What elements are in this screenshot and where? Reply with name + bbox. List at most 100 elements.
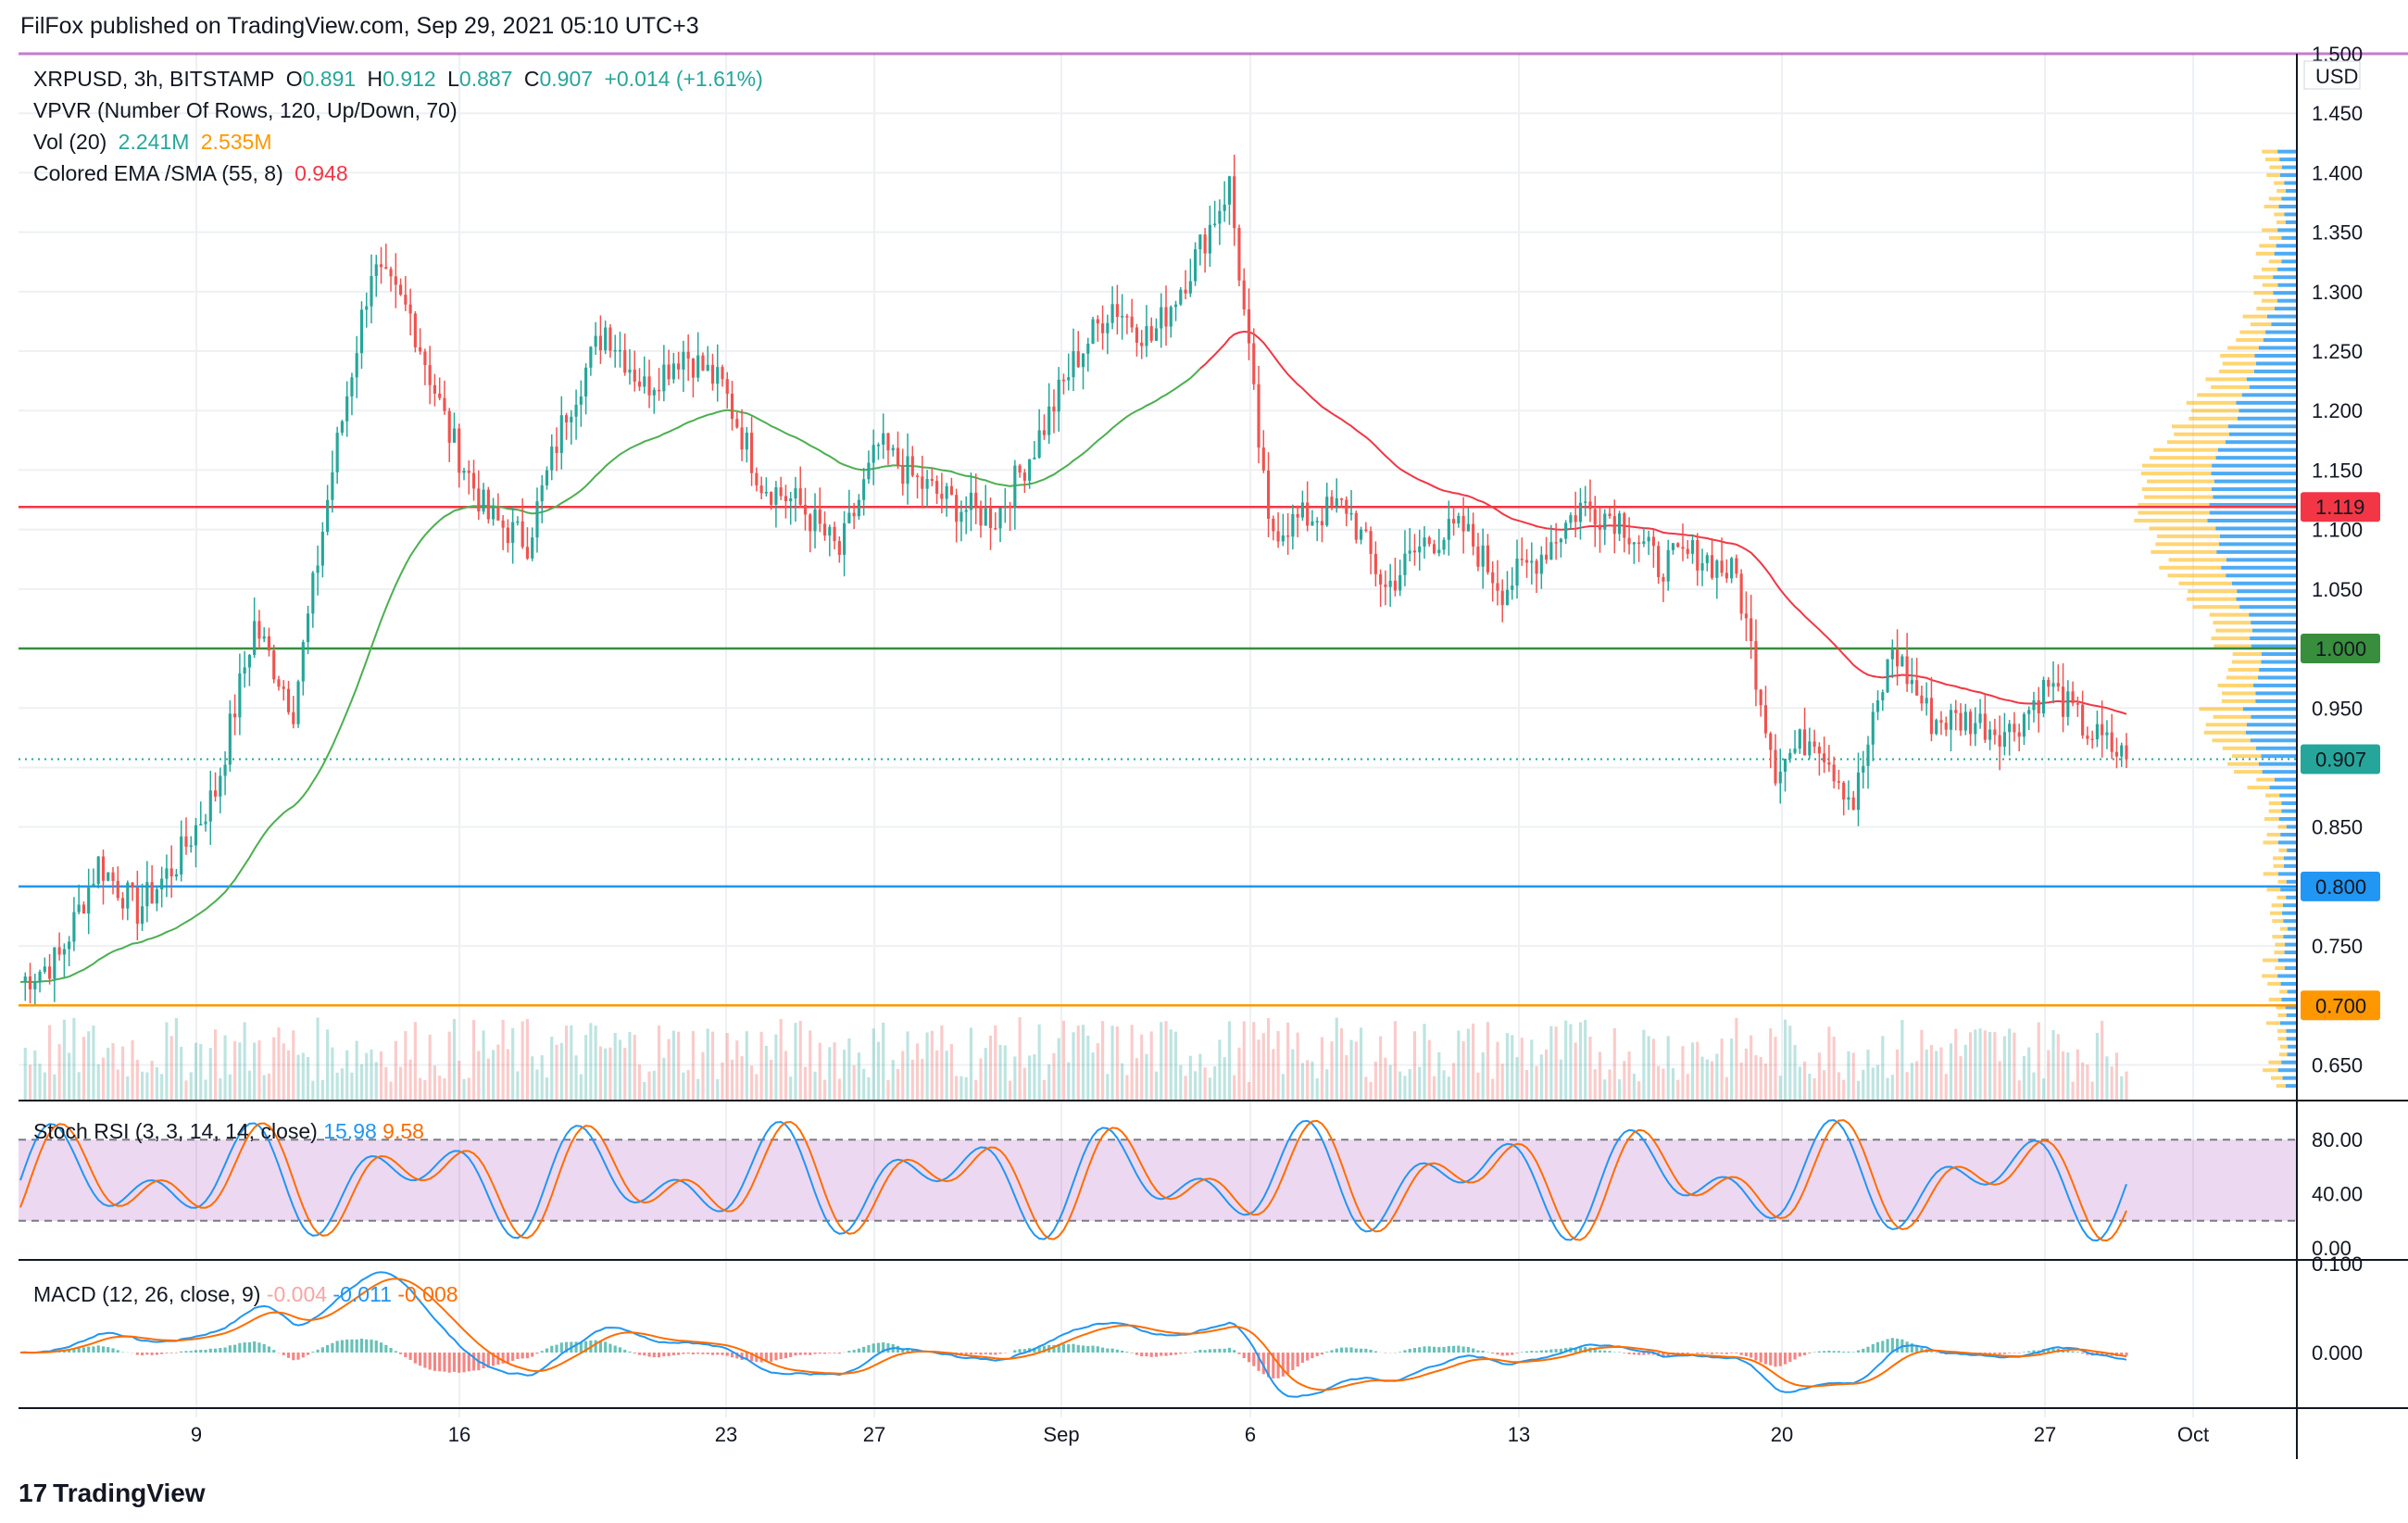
macd-hist-bar	[1803, 1353, 1807, 1355]
volume-bar	[843, 1050, 847, 1101]
volume-bar	[1130, 1025, 1134, 1101]
candle-body	[1110, 304, 1114, 323]
macd-hist-bar	[1281, 1353, 1285, 1377]
volume-bar	[1578, 1022, 1583, 1101]
macd-hist-bar	[584, 1340, 588, 1353]
macd-hist-bar	[994, 1353, 997, 1355]
macd-hist-bar	[135, 1353, 139, 1355]
candle-body	[1515, 559, 1519, 586]
vpvr-up-bar	[2259, 667, 2297, 672]
macd-hist-bar	[2032, 1350, 2036, 1353]
macd-hist-bar	[1539, 1350, 1543, 1353]
volume-bar	[643, 1081, 646, 1101]
volume-bar	[359, 1064, 364, 1101]
candle-body	[199, 824, 203, 826]
candle-body	[570, 416, 573, 422]
volume-bar	[1769, 1028, 1773, 1101]
candle-body	[471, 472, 476, 489]
macd-hist-bar	[1325, 1352, 1329, 1353]
macd-hist-bar	[194, 1350, 198, 1353]
volume-bar	[1233, 1075, 1236, 1101]
candle-body	[389, 269, 393, 277]
vpvr-down-bar	[2231, 660, 2262, 664]
volume-bar	[910, 1059, 914, 1101]
volume-bar	[949, 1043, 953, 1101]
volume-bar	[1998, 1061, 2001, 1101]
volume-bar	[150, 1061, 154, 1101]
vpvr-up-bar	[2255, 691, 2297, 696]
vpvr-up-bar	[2255, 699, 2297, 703]
macd-hist-bar	[759, 1353, 763, 1363]
legend-macd[interactable]: MACD (12, 26, close, 9) -0.004 -0.011 -0…	[33, 1282, 458, 1307]
candle-body	[1403, 553, 1407, 575]
candle-body	[1539, 554, 1543, 574]
price-axis[interactable]: 1.500USD1.4501.4001.3501.3001.2501.2001.…	[2301, 43, 2380, 1076]
candle-body	[1651, 536, 1655, 547]
ema-line-green	[19, 368, 1201, 983]
legend-ema[interactable]: Colored EMA /SMA (55, 8) 0.948	[33, 161, 354, 186]
time-axis[interactable]: 9 16 23 27 Sep 6 13 20 27 Oct	[191, 1423, 2209, 1446]
macd-hist-bar	[282, 1353, 285, 1355]
legend-symbol[interactable]: XRPUSD, 3h, BITSTAMP	[33, 67, 275, 91]
volume-bar	[1033, 1054, 1036, 1101]
candle-body	[886, 433, 890, 451]
macd-hist-bar	[1247, 1353, 1251, 1363]
vpvr-down-bar	[2278, 1052, 2288, 1057]
candle-body	[1412, 550, 1417, 553]
volume-bar	[1788, 1026, 1792, 1101]
macd-hist-bar	[1110, 1348, 1114, 1353]
macd-hist-bar	[180, 1351, 183, 1353]
candle-body	[2071, 691, 2075, 704]
candle-body	[160, 878, 164, 889]
candle-body	[277, 679, 281, 687]
candle-body	[1125, 316, 1129, 318]
volume-bar	[62, 1019, 66, 1101]
macd-hist-bar	[458, 1353, 461, 1373]
macd-hist-bar	[413, 1353, 417, 1364]
vpvr-up-bar	[2282, 1076, 2297, 1080]
tradingview-footer[interactable]: 17 TradingView	[19, 1479, 206, 1508]
vpvr-up-bar	[2261, 660, 2297, 664]
candle-body	[779, 487, 783, 497]
macd-hist-bar	[525, 1353, 530, 1359]
volume-bar	[96, 1064, 100, 1101]
candle-body	[107, 872, 110, 881]
volume-bar	[1252, 1022, 1256, 1101]
volume-bar	[428, 1034, 432, 1101]
legend-vpvr[interactable]: VPVR (Number Of Rows, 120, Up/Down, 70)	[33, 98, 463, 123]
vpvr-down-bar	[2272, 919, 2284, 924]
volume-bar	[1237, 1047, 1241, 1101]
volume-bar	[355, 1040, 358, 1101]
vpvr-down-bar	[2167, 573, 2226, 578]
volume-bar	[1345, 1055, 1348, 1101]
candle-body	[443, 397, 446, 411]
volume-bar	[915, 1043, 920, 1101]
vpvr-down-bar	[2149, 526, 2216, 531]
candle-body	[384, 267, 388, 270]
volume-bar	[1939, 1047, 1943, 1101]
vpvr-up-bar	[2211, 487, 2297, 492]
volume-bar	[535, 1069, 539, 1101]
candle-body	[1925, 698, 1928, 704]
candle-body	[1149, 326, 1153, 341]
candle-body	[969, 492, 973, 510]
candle-body	[1188, 281, 1192, 294]
volume-bar	[677, 1031, 681, 1101]
macd-hist-bar	[267, 1346, 271, 1353]
legend-vol[interactable]: Vol (20) 2.241M 2.535M	[33, 130, 277, 155]
volume-bar	[721, 1062, 724, 1101]
legend-stoch[interactable]: Stoch RSI (3, 3, 14, 14, close) 15.98 9.…	[33, 1119, 424, 1144]
vpvr-down-bar	[2265, 1021, 2280, 1026]
vpvr-down-bar	[2217, 683, 2254, 687]
candle-body	[813, 509, 817, 532]
macd-hist-bar	[774, 1353, 778, 1361]
volume-bar	[755, 1074, 759, 1101]
candle-body	[910, 456, 914, 476]
macd-hist-bar	[901, 1348, 905, 1353]
volume-bar	[857, 1052, 860, 1101]
volume-bar	[1642, 1029, 1646, 1101]
macd-hist-bar	[92, 1346, 95, 1353]
candle-body	[735, 419, 739, 428]
volume-bar	[1530, 1039, 1534, 1101]
